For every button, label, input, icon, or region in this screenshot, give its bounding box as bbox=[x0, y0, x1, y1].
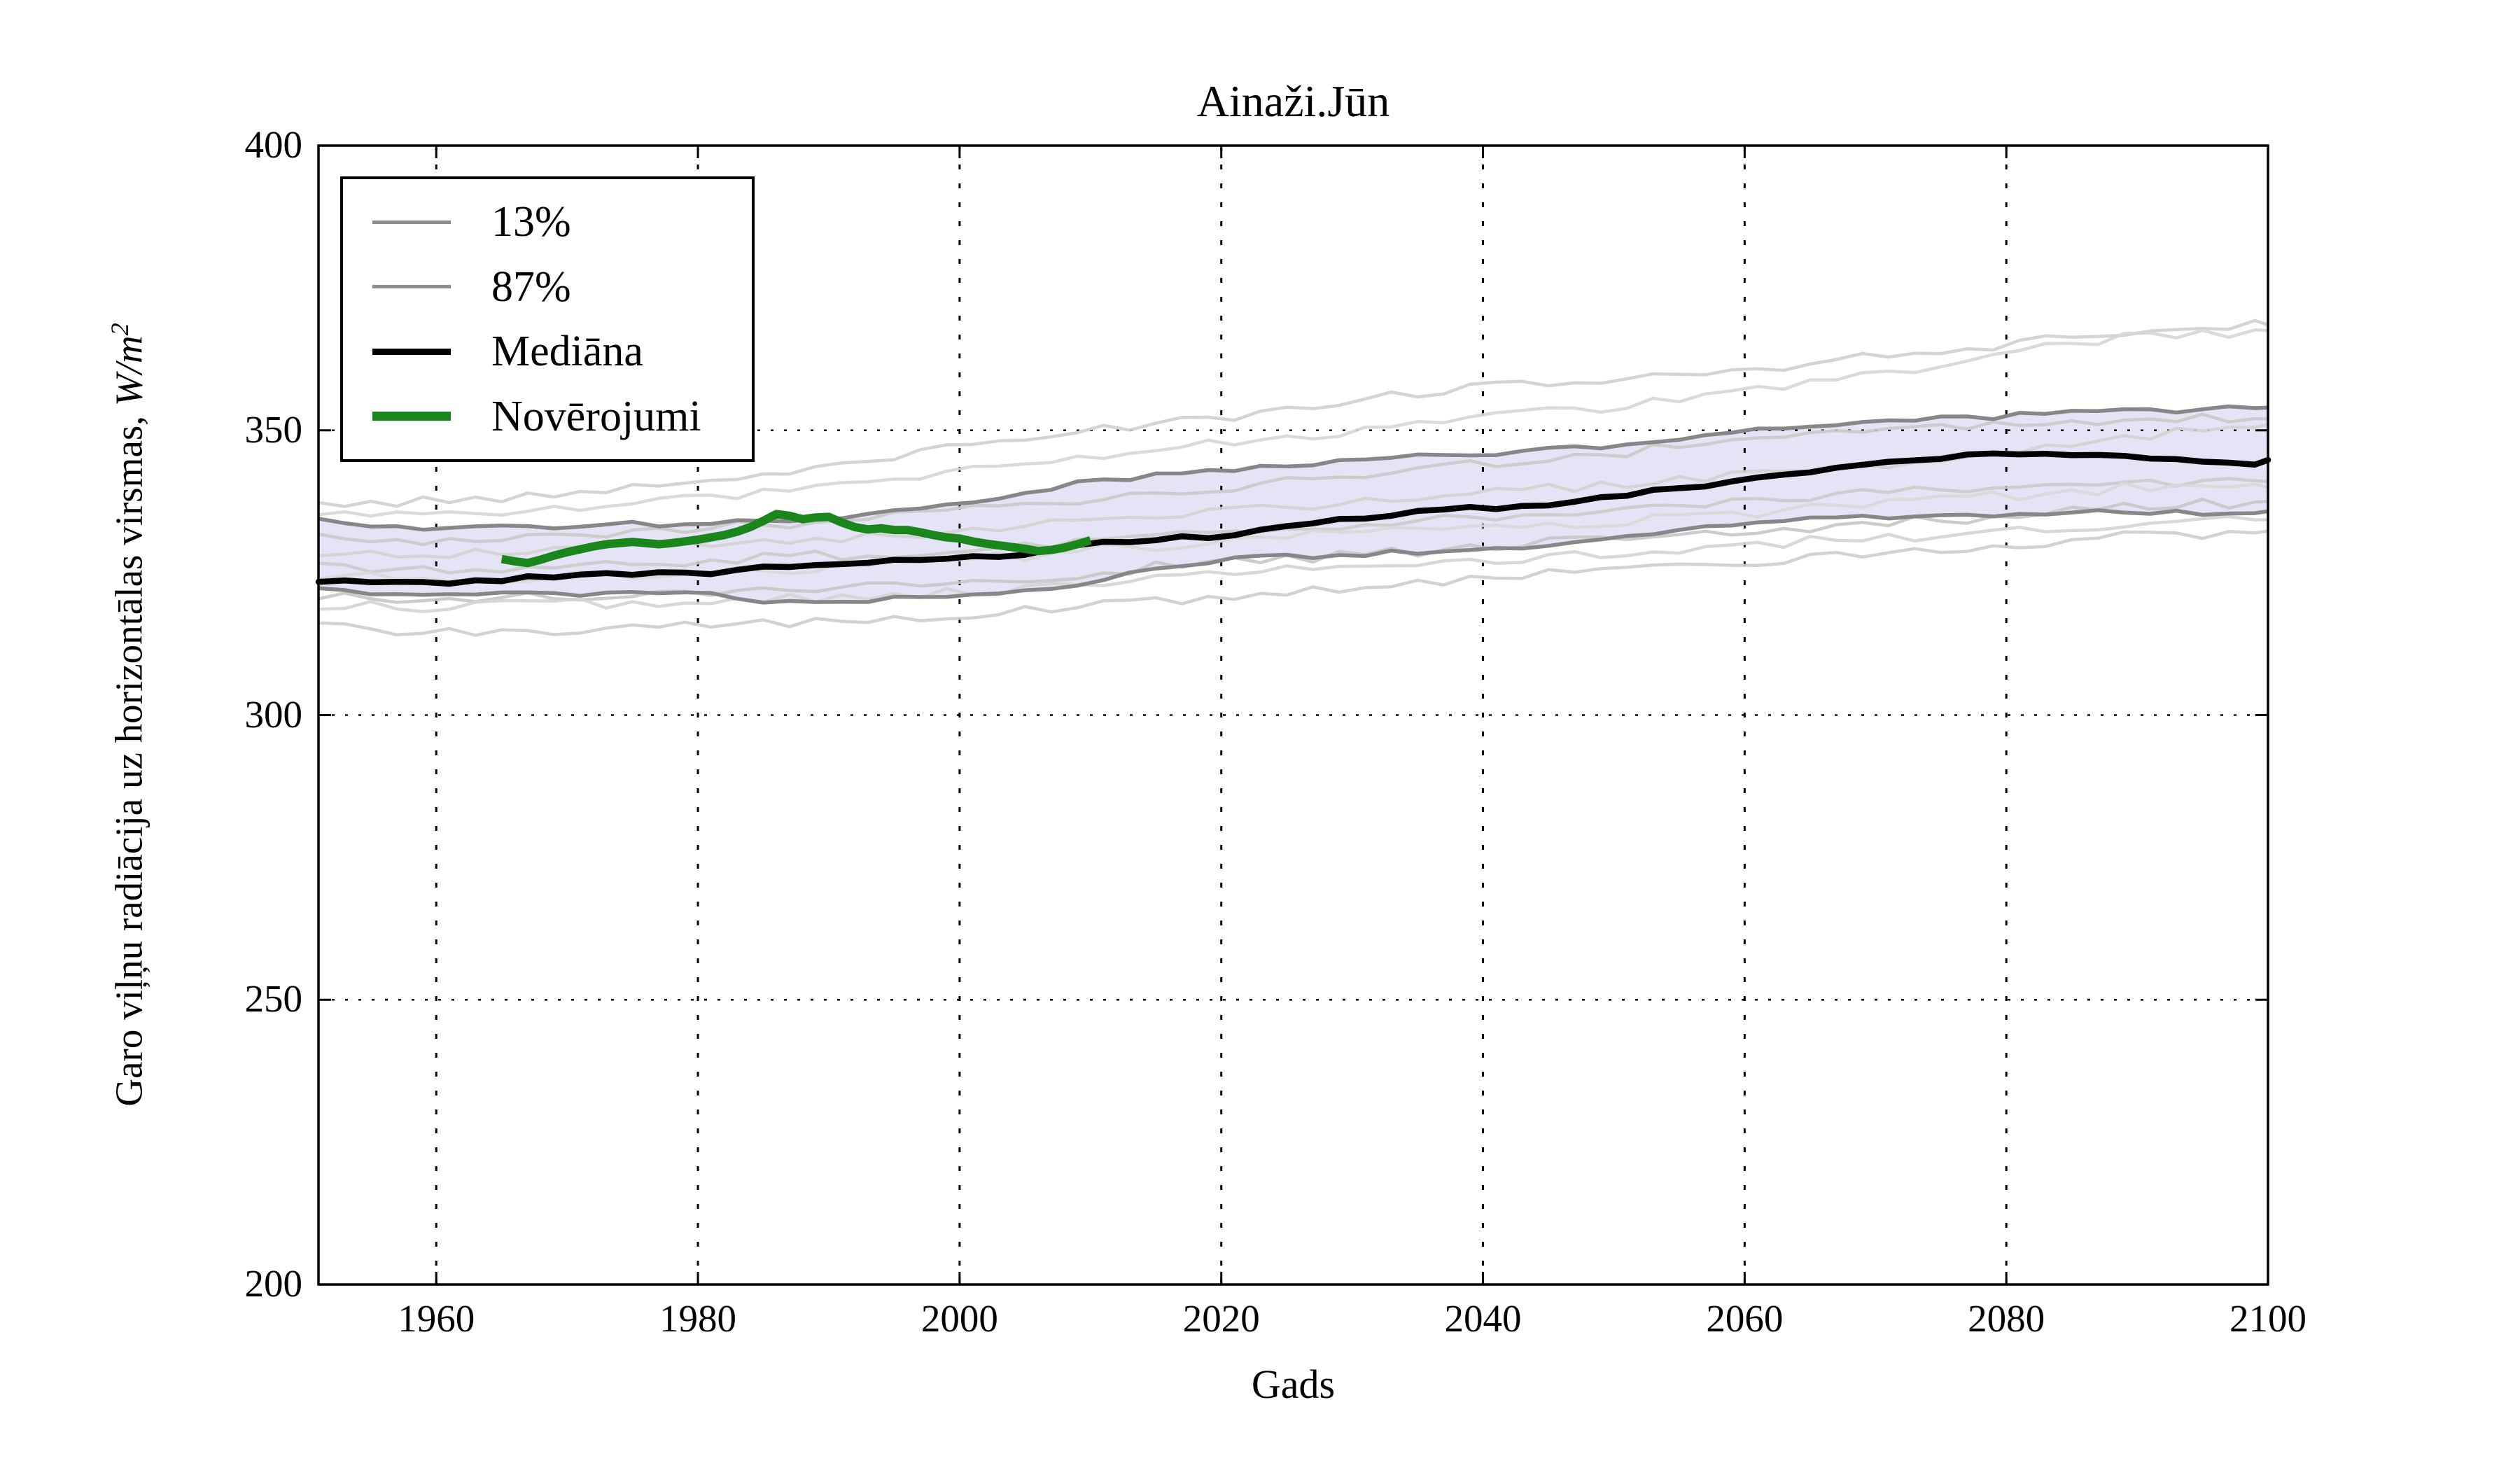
x-tick-label-2000: 2000 bbox=[920, 1297, 998, 1340]
legend-entry-1: 13% bbox=[372, 200, 752, 244]
median-line bbox=[315, 450, 2272, 587]
percentile-13-line bbox=[318, 508, 2269, 605]
legend-line-sample-3 bbox=[372, 348, 451, 355]
x-tick-label-2020: 2020 bbox=[1182, 1297, 1260, 1340]
legend-label-2: 87% bbox=[491, 262, 571, 311]
y-tick-label-400: 400 bbox=[244, 123, 303, 167]
legend-entry-3: Mediāna bbox=[372, 330, 752, 373]
x-tick-label-2080: 2080 bbox=[1968, 1297, 2045, 1340]
y-axis-label-exponent: 2 bbox=[106, 323, 134, 336]
legend-entry-4: Novērojumi bbox=[372, 395, 752, 438]
y-axis-label-unit: W/m bbox=[107, 335, 150, 407]
y-tick-label-250: 250 bbox=[244, 977, 303, 1021]
ensemble-line-5 bbox=[318, 477, 2269, 575]
chart-title: Ainaži.Jūn bbox=[1196, 76, 1390, 126]
legend-line-sample-1 bbox=[372, 220, 451, 224]
observations-line bbox=[500, 510, 1092, 568]
ensemble-line-1 bbox=[318, 318, 2269, 508]
legend-line-sample-2 bbox=[372, 285, 451, 289]
x-tick-label-2060: 2060 bbox=[1706, 1297, 1784, 1340]
legend-label-4: Novērojumi bbox=[491, 392, 701, 440]
ensemble-line-6 bbox=[318, 481, 2269, 583]
legend-label-3: Mediāna bbox=[491, 328, 643, 376]
y-axis-label: Garo viļņu radiācija uz horizontālas vir… bbox=[105, 323, 150, 1106]
x-tick-label-1960: 1960 bbox=[398, 1297, 475, 1340]
legend-label-1: 13% bbox=[491, 198, 571, 246]
ensemble-line-8 bbox=[318, 514, 2269, 613]
ensemble-line-3 bbox=[318, 412, 2269, 547]
legend-line-sample-4 bbox=[372, 412, 451, 421]
x-tick-label-2040: 2040 bbox=[1444, 1297, 1522, 1340]
y-tick-label-300: 300 bbox=[244, 692, 303, 736]
x-tick-label-1980: 1980 bbox=[659, 1297, 737, 1340]
y-tick-label-200: 200 bbox=[244, 1262, 303, 1306]
percentile-87-line bbox=[318, 404, 2269, 532]
x-tick-label-2100: 2100 bbox=[2230, 1297, 2306, 1340]
legend-entry-2: 87% bbox=[372, 265, 752, 309]
x-axis-label: Gads bbox=[1251, 1362, 1336, 1407]
legend: 13% 87% Mediāna Novērojumi bbox=[340, 176, 755, 462]
y-tick-label-350: 350 bbox=[244, 407, 303, 451]
y-axis-label-text: Garo viļņu radiācija uz horizontālas vir… bbox=[107, 406, 150, 1107]
ensemble-line-9 bbox=[318, 529, 2269, 637]
ensemble-line-2 bbox=[318, 328, 2269, 518]
